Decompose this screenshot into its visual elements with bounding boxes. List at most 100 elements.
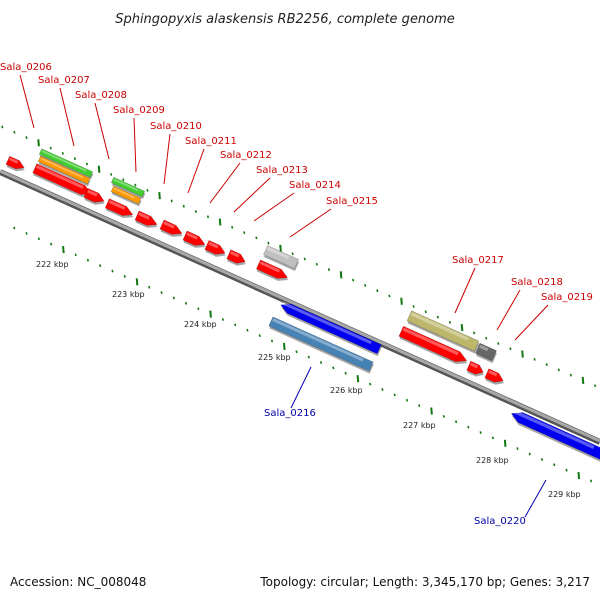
inner-tick [185, 301, 188, 305]
outer-tick [134, 183, 137, 187]
inner-tick [123, 275, 126, 278]
gene-label-sala-0214[interactable]: Sala_0214 [289, 180, 341, 191]
inner-tick [565, 468, 568, 472]
inner-tick [418, 404, 421, 407]
outer-tick [448, 320, 451, 324]
outer-tick [400, 297, 403, 305]
leader-lines [19, 74, 549, 518]
outer-tick [557, 368, 560, 372]
kbp-label: 226 kbp [330, 386, 363, 395]
outer-tick [279, 244, 282, 253]
outer-tick [436, 315, 439, 319]
outer-tick [25, 136, 28, 139]
map-title: Sphingopyxis alaskensis RB2256, complete… [115, 12, 455, 27]
inner-tick [135, 278, 139, 286]
outer-tick [533, 357, 536, 361]
gene-labels: 222 kbp 223 kbp 224 kbp 225 kbp 226 kbp 227 k… [0, 62, 593, 527]
gene-label-sala-0215[interactable]: Sala_0215 [326, 196, 378, 207]
outer-tick [170, 199, 173, 203]
leader-line [514, 304, 549, 341]
gene-label-sala-0206[interactable]: Sala_0206 [0, 62, 52, 73]
genome-backbone [0, 169, 600, 445]
outer-tick [424, 310, 427, 314]
gene-label-sala-0213[interactable]: Sala_0213 [256, 165, 308, 176]
feature-19 [475, 342, 498, 364]
gene-label-sala-0218[interactable]: Sala_0218 [511, 277, 563, 288]
gene-label-sala-0220[interactable]: Sala_0220 [474, 516, 526, 527]
feature-8 [104, 198, 134, 219]
outer-tick [376, 289, 379, 293]
gene-label-sala-0207[interactable]: Sala_0207 [38, 75, 90, 86]
inner-tick [479, 431, 482, 434]
outer-tick [581, 376, 585, 385]
outer-tick [218, 218, 222, 226]
inner-tick [50, 242, 53, 246]
inner-tick [86, 258, 90, 262]
accession-text: Accession: NC_008048 [10, 575, 146, 589]
gene-label-sala-0209[interactable]: Sala_0209 [113, 105, 165, 116]
gene-label-sala-0211[interactable]: Sala_0211 [185, 136, 237, 147]
outer-tick [315, 262, 318, 266]
outer-tick [291, 252, 294, 256]
outer-tick [110, 173, 113, 176]
inner-tick [160, 291, 163, 294]
leader-line [289, 208, 332, 238]
outer-tick [243, 231, 246, 234]
gene-label-sala-0217[interactable]: Sala_0217 [452, 255, 504, 266]
gene-label-sala-0216[interactable]: Sala_0216 [264, 408, 316, 419]
feature-6 [110, 176, 146, 200]
outer-tick [545, 363, 548, 367]
feature-22 [484, 368, 504, 385]
outer-tick [146, 188, 149, 192]
inner-tick [99, 264, 102, 268]
gene-label-sala-0208[interactable]: Sala_0208 [75, 90, 127, 101]
inner-tick [540, 458, 544, 461]
outer-tick [158, 192, 161, 200]
gene-label-sala-0212[interactable]: Sala_0212 [220, 150, 272, 161]
inner-tick [13, 226, 16, 230]
inner-tick [356, 375, 360, 383]
feature-10 [159, 219, 183, 237]
inner-tick [111, 269, 114, 273]
feature-2 [38, 148, 94, 180]
outer-tick [569, 373, 572, 377]
leader-line [454, 267, 476, 314]
inner-tick [307, 355, 310, 359]
inner-tick [148, 285, 151, 289]
leader-line [163, 133, 171, 185]
outer-tick [194, 210, 197, 213]
outer-tick [85, 162, 89, 166]
outer-tick [1, 125, 4, 129]
feature-7 [110, 185, 142, 207]
outer-tick [61, 152, 64, 155]
outer-tick [364, 284, 367, 287]
inner-tick [344, 371, 347, 375]
inner-tick [172, 296, 175, 300]
feature-9 [134, 210, 158, 228]
kbp-label: 225 kbp [258, 353, 291, 362]
feature-3 [37, 155, 91, 187]
inner-tick [332, 366, 335, 370]
feature-1 [5, 155, 25, 172]
inner-tick [430, 407, 433, 415]
feature-5 [83, 187, 105, 205]
outer-tick [388, 294, 391, 298]
outer-tick [73, 157, 76, 161]
outer-tick [594, 384, 597, 388]
outer-tick [509, 347, 512, 351]
inner-tick [393, 393, 396, 397]
inner-tick [405, 398, 409, 402]
kbp-label: 222 kbp [36, 260, 69, 269]
feature-17 [268, 316, 374, 374]
leader-line [59, 87, 75, 147]
outer-tick [303, 257, 306, 261]
kbp-label: 227 kbp [403, 421, 436, 430]
topology-text: Topology: circular; Length: 3,345,170 bp… [259, 575, 590, 589]
outer-tick [97, 165, 101, 173]
gene-label-sala-0219[interactable]: Sala_0219 [541, 292, 593, 303]
outer-tick [267, 241, 270, 245]
inner-tick [381, 388, 384, 391]
leader-line [19, 74, 35, 129]
gene-label-sala-0210[interactable]: Sala_0210 [150, 121, 202, 132]
feature-16 [280, 301, 382, 357]
